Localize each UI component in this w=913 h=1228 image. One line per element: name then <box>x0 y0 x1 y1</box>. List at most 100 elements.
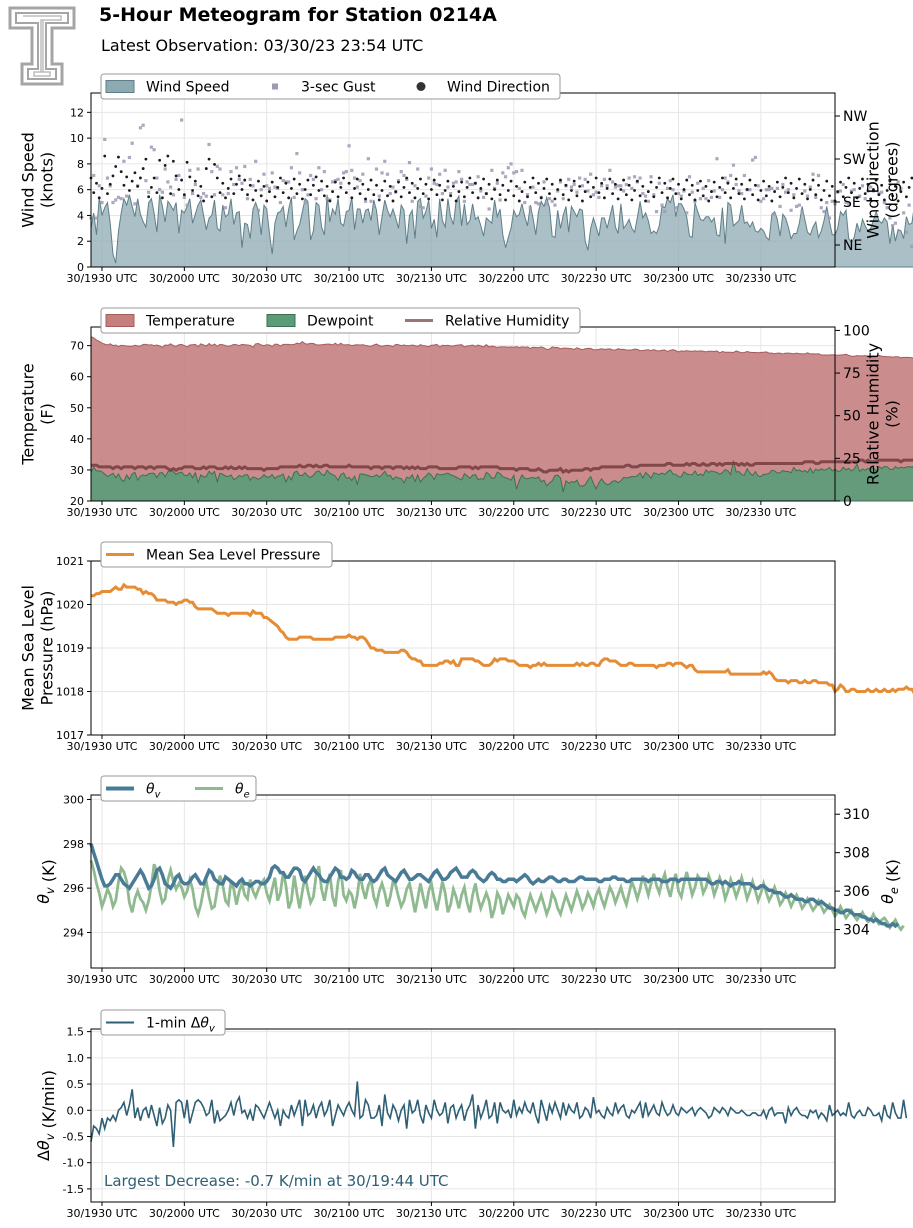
x-tick-label: 30/2100 UTC <box>314 740 385 753</box>
direction-point <box>795 187 798 190</box>
gust-marker <box>317 166 321 170</box>
direction-point <box>781 185 785 189</box>
direction-point <box>344 191 348 195</box>
direction-point <box>836 190 840 193</box>
direction-point <box>542 187 546 190</box>
direction-point <box>866 182 870 186</box>
gust-marker <box>770 186 774 190</box>
direction-point <box>773 190 777 193</box>
direction-point <box>388 184 392 188</box>
x-tick-label: 30/2030 UTC <box>231 1207 302 1220</box>
y-axis-label-line: Mean Sea Level <box>19 585 38 711</box>
gust-marker <box>325 197 329 201</box>
direction-point <box>553 197 557 201</box>
direction-point <box>581 199 584 203</box>
direction-point <box>303 188 307 191</box>
gust-marker <box>759 199 763 203</box>
gust-marker <box>270 171 274 175</box>
direction-point <box>504 198 507 202</box>
direction-point <box>215 176 219 180</box>
direction-point <box>97 196 101 200</box>
direction-point <box>160 196 164 200</box>
direction-point <box>465 185 469 189</box>
direction-point <box>751 193 755 197</box>
wind-y2label: Wind Direction (degrees) <box>864 121 902 239</box>
direction-point <box>545 177 549 181</box>
direction-point <box>155 191 159 195</box>
gust-marker <box>122 159 126 163</box>
y2-tick-label: 25 <box>843 451 861 467</box>
direction-point <box>408 191 411 195</box>
direction-point <box>830 184 834 188</box>
gust-marker <box>248 177 252 181</box>
direction-point <box>649 180 653 184</box>
direction-point <box>630 198 634 202</box>
legend-box <box>100 73 561 100</box>
y-tick-label: 0.5 <box>67 1078 85 1091</box>
direction-point <box>177 188 181 191</box>
direction-point <box>158 158 162 162</box>
direction-point <box>287 196 291 200</box>
gust-marker <box>503 175 508 179</box>
direction-point <box>660 191 664 195</box>
x-tick-label: 30/1930 UTC <box>66 1207 137 1220</box>
direction-point <box>300 197 304 201</box>
direction-point <box>789 181 793 185</box>
x-tick-label: 30/2000 UTC <box>149 506 220 519</box>
gust-marker <box>838 189 843 193</box>
direction-point <box>825 179 829 183</box>
gust-marker <box>827 216 832 220</box>
direction-point <box>613 182 617 186</box>
direction-point <box>671 177 675 181</box>
dtheta-line <box>90 1081 908 1148</box>
direction-point <box>193 179 197 183</box>
direction-point <box>786 191 790 195</box>
direction-point <box>627 183 631 187</box>
direction-point <box>759 189 763 192</box>
page-title: 5-Hour Meteogram for Station 0214A <box>99 4 497 26</box>
gust-marker <box>322 170 326 174</box>
gust-marker <box>385 172 390 176</box>
direction-point <box>743 197 746 201</box>
direction-point <box>130 179 134 183</box>
gust-marker <box>676 191 681 196</box>
direction-point <box>575 194 579 198</box>
direction-point <box>325 184 329 188</box>
gust-marker <box>737 189 741 193</box>
direction-point <box>633 189 636 192</box>
gust-marker <box>783 190 788 194</box>
gust-marker <box>852 188 856 192</box>
gust-marker <box>330 180 335 184</box>
y-tick-label: 30 <box>70 464 84 477</box>
direction-point <box>213 162 216 166</box>
gust-marker <box>344 170 348 174</box>
direction-point <box>169 192 173 196</box>
gust-marker <box>402 173 406 178</box>
y2-tick-label: NW <box>843 109 867 125</box>
gust-marker <box>652 193 656 197</box>
gust-marker <box>902 211 906 215</box>
legend-box <box>100 541 333 568</box>
gust-marker <box>152 148 156 152</box>
direction-point <box>320 179 324 183</box>
gust-marker <box>622 189 626 193</box>
thermo-legend: Temperature Dewpoint Relative Humidity <box>100 307 581 334</box>
gust-marker <box>204 194 208 198</box>
direction-point <box>696 189 700 192</box>
gust-marker <box>188 168 192 172</box>
direction-point <box>883 198 886 202</box>
gust-marker <box>624 182 628 187</box>
gust-marker <box>825 200 829 205</box>
direction-point <box>767 184 771 188</box>
y2-axis-label-line: Relative Humidity <box>864 343 883 485</box>
gust-marker <box>212 193 217 197</box>
gust-marker <box>756 184 760 188</box>
x-tick-label: 30/1930 UTC <box>66 973 137 986</box>
gust-marker <box>306 193 310 197</box>
gust-marker <box>125 194 129 198</box>
y2-tick-label: 304 <box>843 923 870 939</box>
gust-marker <box>904 230 908 234</box>
gust-marker <box>232 182 236 187</box>
gust-marker <box>438 172 442 176</box>
gust-marker <box>97 184 101 188</box>
